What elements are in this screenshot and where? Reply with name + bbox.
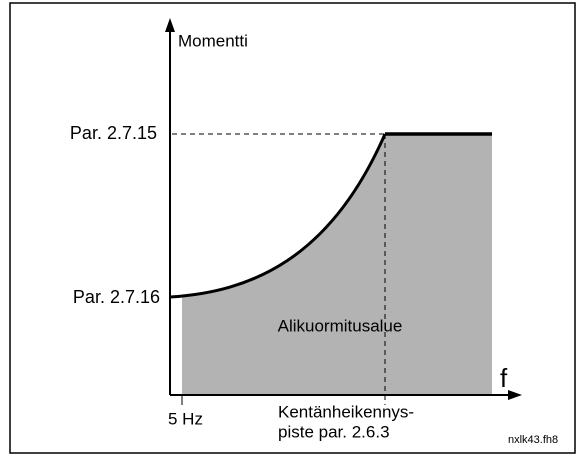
underload-curve [169, 133, 387, 299]
lower-level-label: Par. 2.7.16 [73, 287, 160, 307]
field-weakening-label: piste par. 2.6.3 [278, 422, 390, 441]
upper-level-label: Par. 2.7.15 [70, 123, 157, 143]
y-axis-arrow [165, 18, 175, 32]
y-axis-label: Momentti [178, 31, 248, 50]
x-axis-label: f [500, 363, 508, 393]
file-name: nxlk43.fh8 [508, 434, 558, 446]
field-weakening-label: Kentänheikennys- [278, 402, 414, 421]
x-axis-arrow [508, 390, 522, 400]
region-label: Alikuormitusalue [278, 316, 403, 335]
underload-region [182, 134, 492, 395]
start-frequency-label: 5 Hz [168, 409, 203, 428]
